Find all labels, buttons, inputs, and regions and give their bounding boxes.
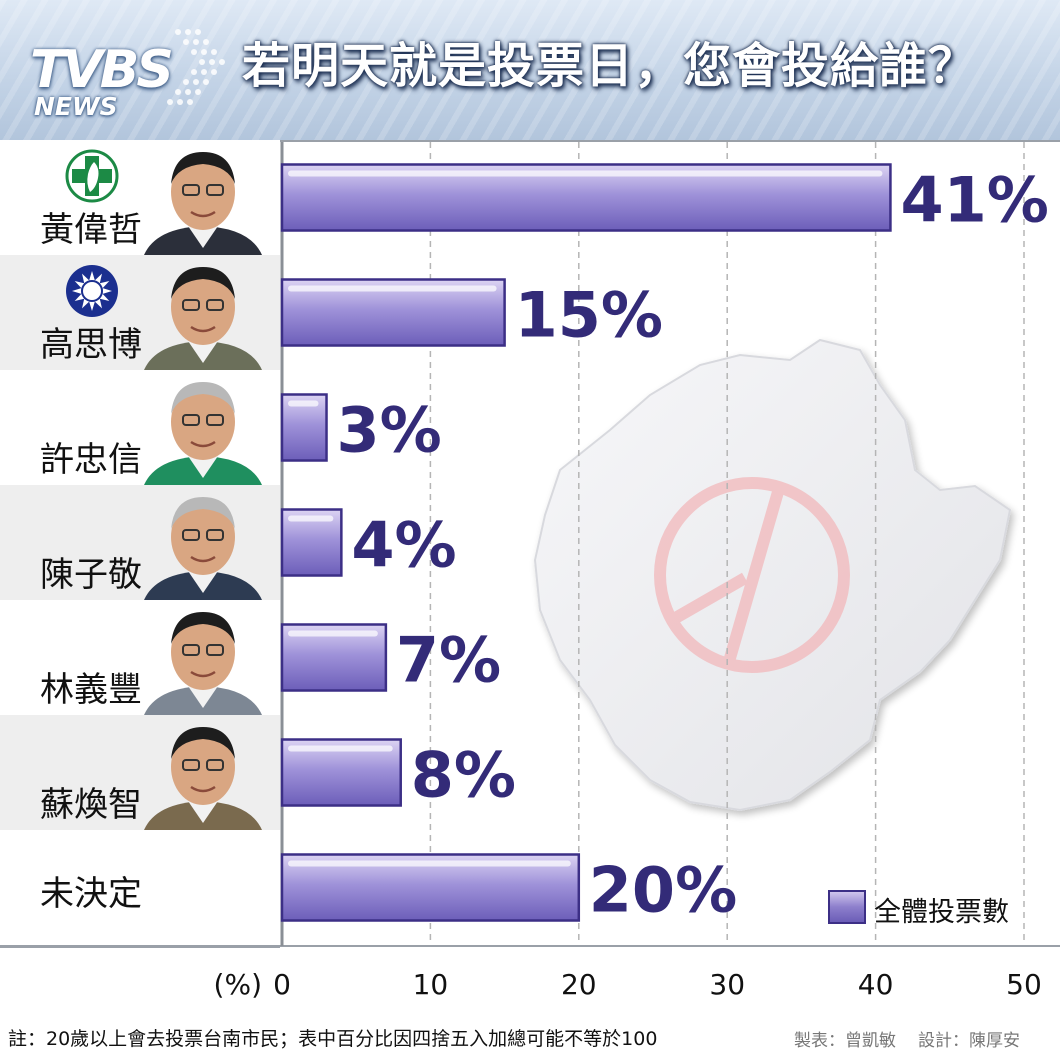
bar-highlight: [288, 630, 378, 637]
footnote: 註：20歲以上會去投票台南市民；表中百分比因四捨五入加總可能不等於100: [8, 1028, 658, 1050]
logo-tvbs-text: TVBS: [30, 40, 174, 100]
value-label: 3%: [337, 394, 442, 467]
x-axis: 0 10 20 30 40 50 (%): [214, 968, 1042, 1001]
credit-designer: 設計：陳厚安: [918, 1031, 1020, 1051]
candidate-name: 高思博: [40, 325, 142, 365]
candidate-row: 許忠信: [0, 370, 280, 485]
candidate-portrait: [144, 382, 262, 485]
logo-news-text: NEWS: [34, 92, 118, 121]
vote-stamp-icon: [654, 477, 850, 673]
kmt-sun-icon: [66, 265, 118, 317]
logo-dot-pattern: [167, 29, 225, 105]
candidate-portrait: [144, 612, 262, 715]
value-label: 4%: [351, 509, 456, 582]
x-tick-label: 50: [1006, 968, 1042, 1001]
bar-highlight: [288, 400, 319, 407]
candidate-name: 許忠信: [40, 440, 142, 480]
candidate-portrait: [144, 267, 262, 370]
bar-highlight: [288, 745, 393, 752]
legend-label: 全體投票數: [874, 897, 1009, 928]
legend: 全體投票數: [826, 886, 1036, 928]
bars: 41% 15% 3% 4% 7% 8% 20%: [280, 163, 1049, 927]
candidate-row: 高思博: [0, 255, 280, 370]
candidate-portrait: [144, 727, 262, 830]
candidate-row: 陳子敬: [0, 485, 280, 600]
x-tick-label: 30: [709, 968, 745, 1001]
credits: 製表：曾凱敏 設計：陳厚安: [794, 1026, 1020, 1051]
value-label: 20%: [589, 854, 737, 927]
candidate-name: 未決定: [40, 874, 142, 914]
candidate-row: 林義豐: [0, 600, 280, 715]
candidate-name: 林義豐: [40, 670, 142, 710]
chart-title: 若明天就是投票日，您會投給誰？: [242, 38, 978, 94]
x-tick-label: 10: [413, 968, 449, 1001]
tvbs-news-logo: TVBS NEWS: [28, 22, 228, 122]
x-axis-label: (%): [214, 968, 262, 1001]
dpp-taiwan-map-icon: [65, 149, 119, 203]
grid-lines: [0, 140, 1060, 947]
header-banner: TVBS NEWS 若明天就是投票日，您會投給誰？: [0, 0, 1060, 140]
bar-highlight: [288, 170, 883, 177]
candidate-name: 陳子敬: [40, 555, 142, 595]
x-tick-label: 40: [858, 968, 894, 1001]
value-label: 8%: [411, 739, 516, 812]
candidate-portrait: [144, 152, 262, 255]
candidate-row: 未決定: [0, 830, 280, 945]
candidate-row: 黃偉哲: [0, 140, 280, 255]
candidate-row: 蘇煥智: [0, 715, 280, 830]
candidate-name: 蘇煥智: [40, 785, 142, 825]
candidate-name: 黃偉哲: [40, 210, 142, 250]
x-tick-label: 20: [561, 968, 597, 1001]
credit-maker: 製表：曾凱敏: [794, 1031, 896, 1051]
value-label: 15%: [515, 279, 663, 352]
candidate-portrait: [144, 497, 262, 600]
header-decoration: [0, 0, 1060, 140]
bar-highlight: [288, 515, 334, 522]
value-label: 7%: [396, 624, 501, 697]
legend-swatch: [828, 890, 866, 924]
bar-highlight: [288, 860, 571, 867]
value-label: 41%: [900, 164, 1048, 237]
tainan-map-watermark: [533, 338, 1012, 812]
bar-highlight: [288, 285, 497, 292]
x-tick-label: 0: [273, 968, 291, 1001]
